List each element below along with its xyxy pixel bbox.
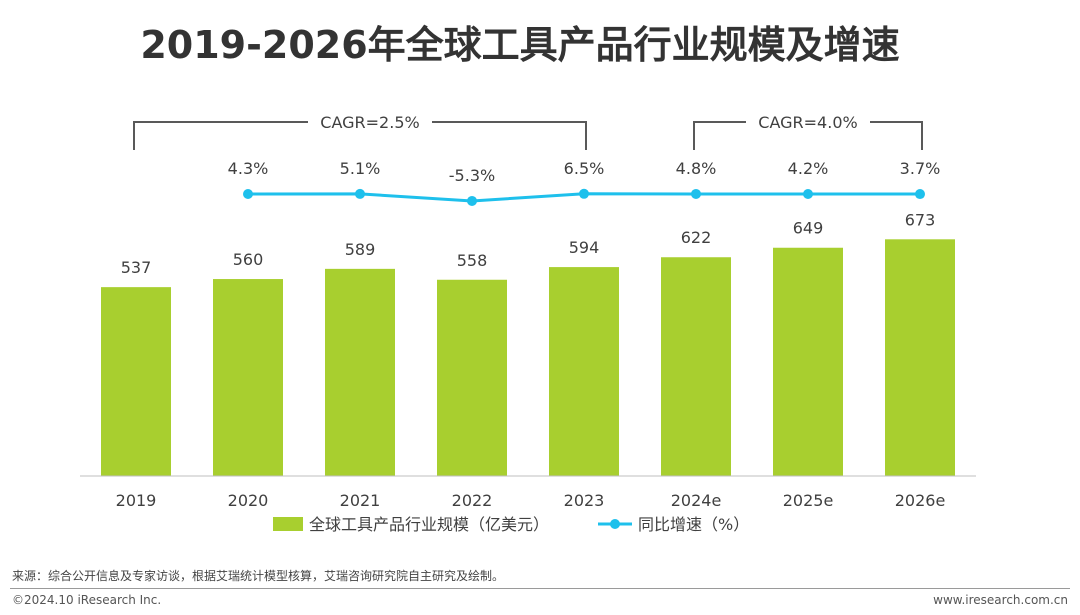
- growth-label-2021: 5.1%: [340, 159, 381, 178]
- growth-point-2020: [243, 189, 253, 199]
- cagr-bracket-2-right: [870, 121, 923, 150]
- bar-label-2026e: 673: [905, 210, 936, 229]
- x-tick-2020: 2020: [228, 491, 269, 510]
- bar-2019: [101, 287, 171, 476]
- cagr-bracket-1-left: [133, 121, 308, 150]
- growth-label-2023: 6.5%: [564, 159, 605, 178]
- x-tick-2022: 2022: [452, 491, 493, 510]
- growth-label-2022: -5.3%: [449, 166, 495, 185]
- growth-label-2024e: 4.8%: [676, 159, 717, 178]
- bar-2026e: [885, 239, 955, 476]
- bar-2025e: [773, 247, 843, 476]
- bar-2020: [213, 279, 283, 476]
- legend-line-marker: [610, 519, 620, 529]
- legend-line-label: 同比增速（%）: [638, 515, 749, 534]
- website-link[interactable]: www.iresearch.com.cn: [933, 593, 1068, 607]
- bar-label-2023: 594: [569, 238, 600, 257]
- chart: 537 2019 560 2020 589 2021 558 2022 594 2023 622 20…: [80, 113, 976, 534]
- x-tick-2024e: 2024e: [671, 491, 722, 510]
- x-tick-2019: 2019: [116, 491, 157, 510]
- bar-label-2024e: 622: [681, 228, 712, 247]
- cagr-label-1: CAGR=2.5%: [320, 113, 419, 132]
- growth-point-2021: [355, 188, 365, 199]
- chart-title: 2019-2026年全球工具产品行业规模及增速: [140, 23, 900, 67]
- x-tick-2023: 2023: [564, 491, 605, 510]
- cagr-label-2: CAGR=4.0%: [758, 113, 857, 132]
- bar-2021: [325, 268, 395, 476]
- growth-label-2020: 4.3%: [228, 159, 269, 178]
- x-tick-2025e: 2025e: [783, 491, 834, 510]
- legend-bar-label: 全球工具产品行业规模（亿美元）: [309, 515, 549, 534]
- bar-label-2021: 589: [345, 240, 376, 259]
- cagr-bracket-1-right: [432, 121, 587, 150]
- bar-2022: [437, 279, 507, 476]
- legend-bar-swatch: [273, 517, 303, 531]
- x-tick-2026e: 2026e: [895, 491, 946, 510]
- source-note: 来源：综合公开信息及专家访谈，根据艾瑞统计模型核算，艾瑞咨询研究院自主研究及绘制…: [12, 569, 505, 583]
- footer-divider: [10, 588, 1070, 589]
- x-tick-2021: 2021: [340, 491, 381, 510]
- copyright: ©2024.10 iResearch Inc.: [12, 593, 162, 607]
- growth-label-2025e: 4.2%: [788, 159, 829, 178]
- bar-label-2022: 558: [457, 251, 488, 270]
- bar-2023: [549, 267, 619, 476]
- growth-label-2026e: 3.7%: [900, 159, 941, 178]
- growth-point-2022: [467, 195, 477, 206]
- growth-point-2023: [579, 188, 589, 199]
- growth-point-2026e: [915, 189, 925, 200]
- growth-point-2025e: [803, 189, 813, 200]
- bar-label-2020: 560: [233, 250, 264, 269]
- bar-label-2019: 537: [121, 258, 152, 277]
- cagr-bracket-2-left: [693, 121, 746, 150]
- bar-2024e: [661, 257, 731, 476]
- bar-label-2025e: 649: [793, 219, 824, 238]
- growth-point-2024e: [691, 188, 701, 199]
